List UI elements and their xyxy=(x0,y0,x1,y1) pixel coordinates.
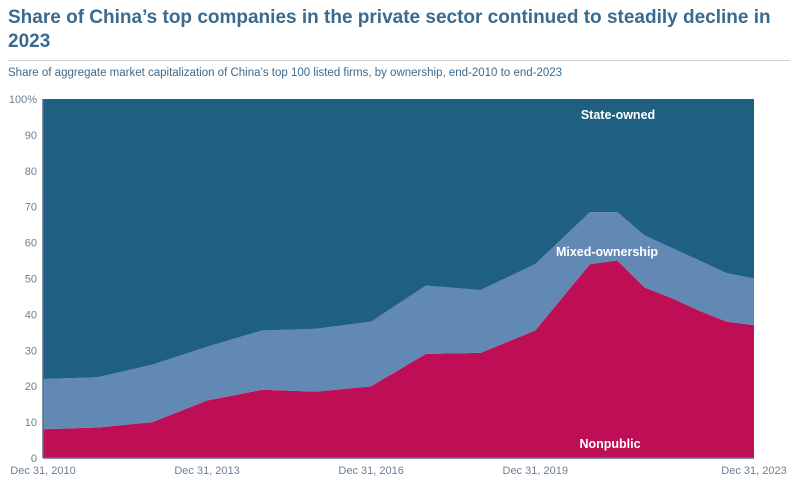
chart-title: Share of China’s top companies in the pr… xyxy=(8,7,771,52)
y-tick-label: 20 xyxy=(25,381,37,393)
y-tick-label: 100% xyxy=(9,94,37,106)
chart-subtitle: Share of aggregate market capitalization… xyxy=(8,67,563,79)
label-mixed-ownership: Mixed-ownership xyxy=(556,245,658,259)
x-tick-label: Dec 31, 2016 xyxy=(338,465,403,477)
area-state-owned xyxy=(43,99,754,380)
x-tick-label: Dec 31, 2010 xyxy=(10,465,75,477)
y-tick-label: 80 xyxy=(25,166,37,178)
area-nonpublic xyxy=(43,260,754,458)
y-tick-label: 40 xyxy=(25,309,37,321)
y-tick-label: 70 xyxy=(25,202,37,214)
x-tick-label: Dec 31, 2023 xyxy=(721,465,786,477)
label-nonpublic: Nonpublic xyxy=(579,437,640,451)
y-tick-label: 30 xyxy=(25,345,37,357)
y-tick-label: 90 xyxy=(25,130,37,142)
label-state-owned: State-owned xyxy=(581,108,655,122)
y-tick-label: 50 xyxy=(25,274,37,286)
area-mixed-ownership xyxy=(43,212,754,430)
title-divider xyxy=(8,60,790,61)
y-tick-label: 0 xyxy=(31,453,37,465)
x-tick-label: Dec 31, 2013 xyxy=(174,465,239,477)
y-tick-label: 10 xyxy=(25,417,37,429)
x-tick-label: Dec 31, 2019 xyxy=(503,465,568,477)
y-tick-label: 60 xyxy=(25,238,37,250)
